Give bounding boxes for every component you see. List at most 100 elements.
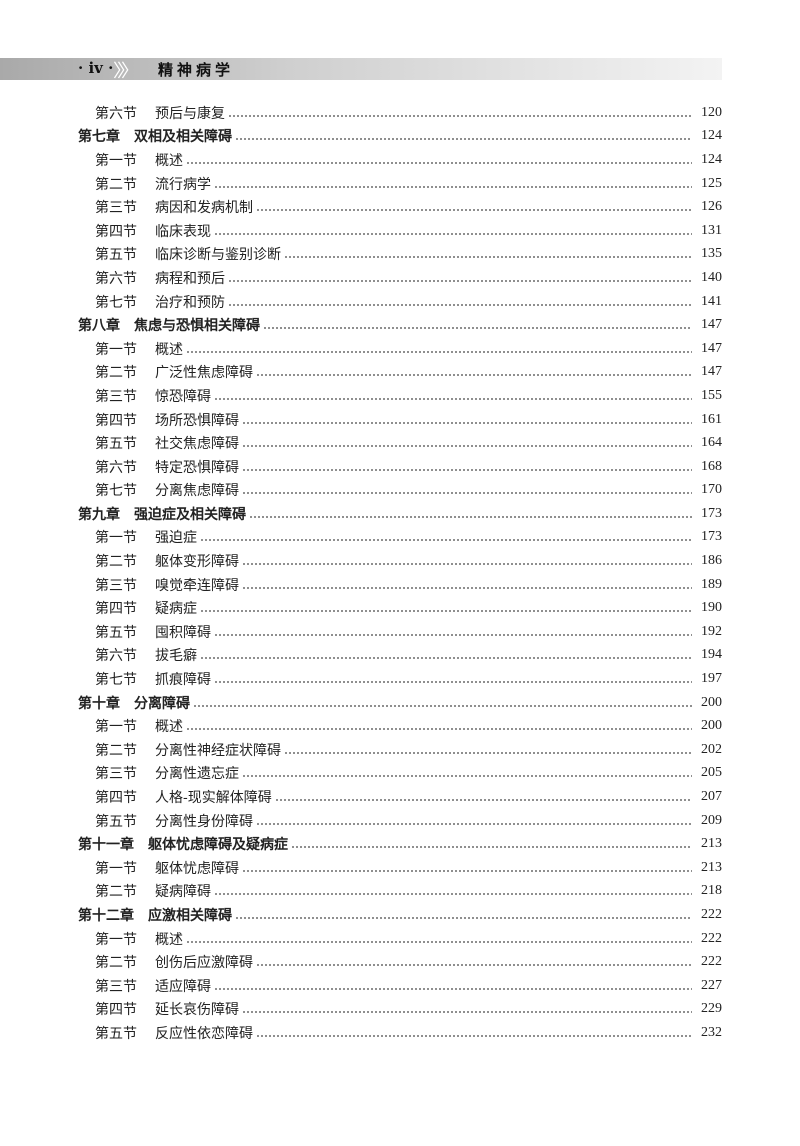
toc-section-entry[interactable]: 第三节 病因和发病机制 126 [0,195,800,219]
entry-label: 第七节 [95,294,137,311]
toc-section-entry[interactable]: 第一节 概述 200 [0,714,800,738]
entry-page-number: 200 [701,694,722,710]
toc-chapter-entry[interactable]: 第十二章 应激相关障碍 222 [0,903,800,927]
entry-page-number: 194 [701,647,722,663]
dot-leader [186,154,692,165]
toc-section-entry[interactable]: 第三节 嗅觉牵连障碍 189 [0,573,800,597]
entry-page-number: 222 [701,954,722,970]
entry-label: 第八章 [78,318,120,335]
entry-label: 第二节 [95,742,137,759]
dot-leader [200,603,692,614]
toc-section-entry[interactable]: 第二节 流行病学 125 [0,172,800,196]
entry-page-number: 209 [701,812,722,828]
toc-section-entry[interactable]: 第一节 概述 124 [0,148,800,172]
entry-title: 延长哀伤障碍 [155,1002,239,1019]
toc-chapter-entry[interactable]: 第十一章 躯体忧虑障碍及疑病症 213 [0,832,800,856]
dot-leader [214,674,692,685]
toc-section-entry[interactable]: 第六节 病程和预后 140 [0,266,800,290]
entry-label: 第五节 [95,247,137,264]
dot-leader [242,485,692,496]
entry-label: 第二节 [95,554,137,571]
toc-section-entry[interactable]: 第四节 延长哀伤障碍 229 [0,998,800,1022]
entry-page-number: 147 [701,364,722,380]
toc-section-entry[interactable]: 第二节 分离性神经症状障碍 202 [0,738,800,762]
entry-title: 创伤后应激障碍 [155,955,253,972]
entry-page-number: 141 [701,293,722,309]
entry-label: 第一节 [95,719,137,736]
entry-label: 第九章 [78,506,120,523]
toc-section-entry[interactable]: 第二节 创伤后应激障碍 222 [0,950,800,974]
entry-label: 第十章 [78,695,120,712]
toc-section-entry[interactable]: 第一节 概述 222 [0,927,800,951]
entry-label: 第一节 [95,341,137,358]
entry-label: 第七节 [95,672,137,689]
entry-label: 第三节 [95,766,137,783]
toc-chapter-entry[interactable]: 第八章 焦虑与恐惧相关障碍 147 [0,313,800,337]
dot-leader [214,886,692,897]
dot-leader [274,792,692,803]
toc-section-entry[interactable]: 第七节 抓痕障碍 197 [0,667,800,691]
toc-section-entry[interactable]: 第一节 躯体忧虑障碍 213 [0,856,800,880]
entry-page-number: 120 [701,104,722,120]
entry-title: 应激相关障碍 [148,907,232,924]
toc-section-entry[interactable]: 第二节 广泛性焦虑障碍 147 [0,361,800,385]
toc-section-entry[interactable]: 第一节 强迫症 173 [0,526,800,550]
toc-section-entry[interactable]: 第三节 适应障碍 227 [0,974,800,998]
entry-title: 概述 [155,719,183,736]
entry-title: 强迫症 [155,530,197,547]
entry-page-number: 218 [701,883,722,899]
toc-section-entry[interactable]: 第三节 惊恐障碍 155 [0,384,800,408]
toc-section-entry[interactable]: 第五节 分离性身份障碍 209 [0,809,800,833]
entry-page-number: 202 [701,741,722,757]
toc-section-entry[interactable]: 第五节 社交焦虑障碍 164 [0,431,800,455]
entry-label: 第六节 [95,648,137,665]
toc-chapter-entry[interactable]: 第七章 双相及相关障碍 124 [0,125,800,149]
toc-section-entry[interactable]: 第五节 囤积障碍 192 [0,620,800,644]
entry-title: 分离性身份障碍 [155,813,253,830]
toc-section-entry[interactable]: 第五节 临床诊断与鉴别诊断 135 [0,243,800,267]
entry-title: 适应障碍 [155,978,211,995]
entry-page-number: 135 [701,246,722,262]
entry-page-number: 168 [701,458,722,474]
entry-title: 嗅觉牵连障碍 [155,577,239,594]
entry-label: 第六节 [95,459,137,476]
entry-title: 人格-现实解体障碍 [155,790,272,807]
toc-section-entry[interactable]: 第六节 拔毛癖 194 [0,644,800,668]
entry-label: 第六节 [95,270,137,287]
entry-title: 概述 [155,152,183,169]
entry-page-number: 205 [701,765,722,781]
entry-title: 躯体变形障碍 [155,554,239,571]
toc-section-entry[interactable]: 第四节 临床表现 131 [0,219,800,243]
dot-leader [284,744,692,755]
toc-section-entry[interactable]: 第四节 人格-现实解体障碍 207 [0,785,800,809]
toc-section-entry[interactable]: 第七节 分离焦虑障碍 170 [0,479,800,503]
toc-section-entry[interactable]: 第二节 躯体变形障碍 186 [0,549,800,573]
entry-page-number: 124 [701,151,722,167]
entry-title: 分离性神经症状障碍 [155,742,281,759]
dot-leader [284,249,692,260]
entry-title: 治疗和预防 [155,294,225,311]
dot-leader [200,532,692,543]
chevron-decoration-icon: 〉〉〉 [113,61,139,82]
toc-section-entry[interactable]: 第七节 治疗和预防 141 [0,290,800,314]
entry-page-number: 124 [701,128,722,144]
toc-chapter-entry[interactable]: 第十章 分离障碍 200 [0,691,800,715]
entry-page-number: 186 [701,553,722,569]
entry-page-number: 222 [701,930,722,946]
entry-title: 临床表现 [155,223,211,240]
dot-leader [228,296,692,307]
entry-page-number: 229 [701,1001,722,1017]
toc-section-entry[interactable]: 第三节 分离性遗忘症 205 [0,762,800,786]
toc-section-entry[interactable]: 第六节 特定恐惧障碍 168 [0,455,800,479]
toc-section-entry[interactable]: 第一节 概述 147 [0,337,800,361]
toc-section-entry[interactable]: 第五节 反应性依恋障碍 232 [0,1021,800,1045]
entry-title: 分离性遗忘症 [155,766,239,783]
toc-section-entry[interactable]: 第六节 预后与康复 120 [0,101,800,125]
entry-page-number: 197 [701,671,722,687]
toc-chapter-entry[interactable]: 第九章 强迫症及相关障碍 173 [0,502,800,526]
toc-section-entry[interactable]: 第二节 疑病障碍 218 [0,880,800,904]
toc-section-entry[interactable]: 第四节 场所恐惧障碍 161 [0,408,800,432]
entry-label: 第五节 [95,1025,137,1042]
toc-section-entry[interactable]: 第四节 疑病症 190 [0,596,800,620]
entry-title: 社交焦虑障碍 [155,436,239,453]
